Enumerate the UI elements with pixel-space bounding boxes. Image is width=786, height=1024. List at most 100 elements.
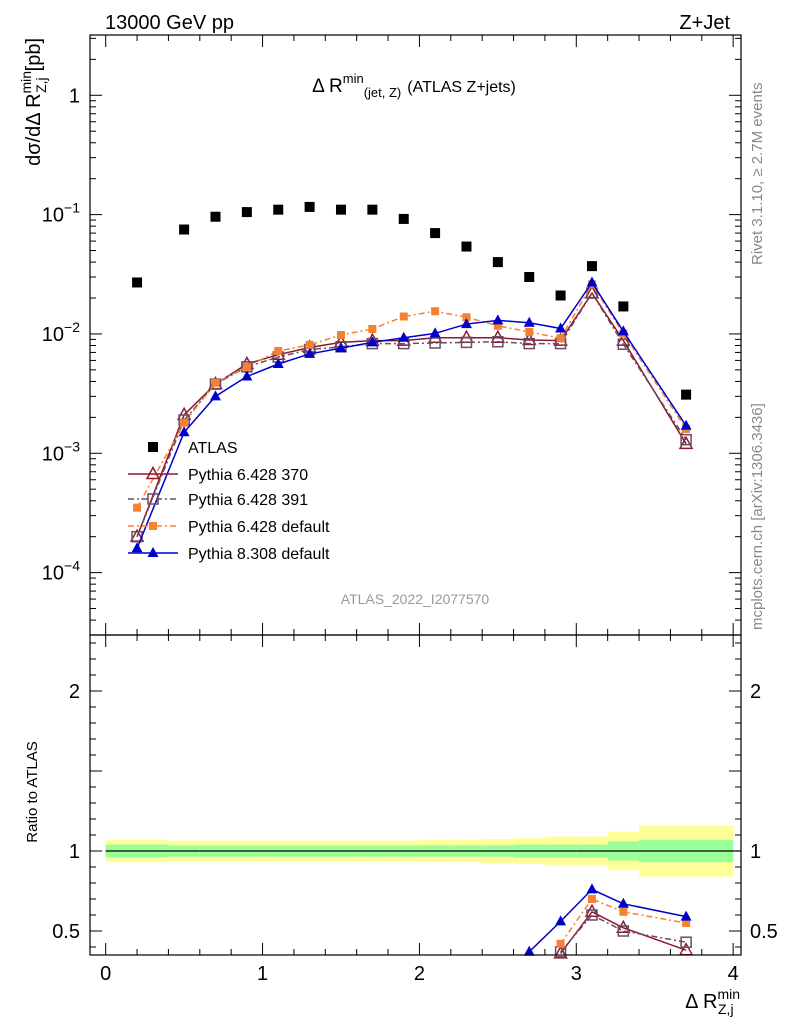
main-data-point [131, 542, 143, 553]
legend: ATLAS Pythia 6.428 370 Pythia 6.428 391 Pyt… [128, 440, 330, 563]
main-y-tick-label: 1 [69, 85, 80, 107]
legend-marker [148, 442, 158, 452]
header-energy-label: 13000 GeV pp [105, 12, 234, 34]
ratio-y-tick-label-left: 1 [69, 841, 80, 863]
ratio-data-point [619, 907, 628, 916]
xlabel-sup: min [717, 986, 740, 1002]
main-data-point [335, 204, 346, 215]
main-data-point [398, 213, 409, 224]
main-y-axis-label: dσ/dΔ RminZ,j [pb] [18, 38, 49, 166]
main-data-point [462, 313, 471, 322]
main-data-point [209, 390, 221, 401]
ratio-y-tick-label-left: 2 [69, 681, 80, 703]
ratio-data-point [555, 915, 567, 926]
main-data-point [304, 347, 316, 358]
main-data-point [241, 370, 253, 381]
main-data-point [617, 325, 629, 336]
ratio-data-point [682, 919, 691, 927]
xlabel-main: Δ R [685, 991, 717, 1013]
ratio-data-point [553, 945, 568, 959]
main-data-point [335, 342, 347, 353]
header-process-label: Z+Jet [679, 12, 730, 34]
main-data-point [273, 204, 284, 215]
legend-label: Pythia 6.428 370 [188, 467, 308, 484]
main-data-point [429, 327, 441, 338]
ratio-data-point [584, 903, 600, 918]
ratio-data-point [586, 883, 598, 894]
ratio-data-point [556, 939, 565, 948]
ratio-y-tick-label-right: 2 [750, 681, 761, 703]
main-y-tick-exp: −4 [64, 558, 80, 574]
main-data-point [210, 211, 221, 222]
ratio-data-point [586, 909, 598, 921]
main-data-point [132, 277, 143, 288]
side-mcplots-label: mcplots.cern.ch [arXiv:1306.3436] [749, 403, 766, 630]
main-panel: 110−110−210−310−4 Δ Rmin(jet, Z) (ATLAS Z… [18, 34, 742, 636]
ratio-data-point [617, 897, 629, 908]
ratio-y-axis-label: Ratio to ATLAS [24, 741, 41, 842]
title-sub: (jet, Z) [364, 85, 402, 100]
main-data-point [178, 426, 190, 437]
legend-marker [147, 547, 159, 557]
main-data-point [460, 336, 473, 349]
ratio-y-tick-label-left: 0.5 [52, 921, 80, 943]
main-data-point [492, 336, 504, 348]
ylabel-tail: [pb] [23, 38, 45, 71]
legend-marker [149, 522, 157, 530]
main-y-tick-label: 10−2 [42, 319, 80, 346]
main-y-tick-exp: −3 [64, 438, 80, 454]
ratio-data-point [523, 945, 535, 956]
main-data-point [274, 346, 283, 355]
main-plot-title: Δ Rmin(jet, Z) (ATLAS Z+jets) [312, 71, 516, 100]
main-y-tick-label: 10−3 [42, 438, 80, 465]
main-data-point [525, 327, 534, 336]
main-data-point [431, 307, 440, 316]
main-data-point [555, 290, 566, 301]
title-sup: min [343, 71, 364, 86]
x-tick-label: 0 [100, 963, 111, 985]
main-y-tick-label: 10−1 [42, 200, 80, 227]
main-data-point [133, 503, 142, 512]
main-y-tick-label: 10−4 [42, 558, 80, 585]
main-y-tick-base: 10 [42, 324, 64, 346]
main-data-point [366, 336, 378, 347]
ratio-data-point [617, 925, 630, 937]
main-data-point [680, 419, 692, 430]
main-data-point [336, 330, 345, 339]
xlabel-sub: Z,j [718, 1001, 734, 1017]
legend-label: ATLAS [188, 440, 238, 457]
ylabel-main: dσ/dΔ R [23, 93, 45, 165]
legend-label: Pythia 8.308 default [188, 546, 330, 563]
x-tick-label: 1 [257, 963, 268, 985]
main-data-point [586, 261, 597, 272]
main-data-point [429, 337, 441, 349]
main-data-point [492, 257, 503, 268]
legend-label: Pythia 6.428 default [188, 519, 330, 536]
main-y-tick-base: 10 [42, 443, 64, 465]
watermark: ATLAS_2022_I2077570 [341, 591, 490, 607]
main-data-point [367, 204, 378, 215]
legend-label: Pythia 6.428 391 [188, 492, 308, 509]
main-data-point [430, 228, 441, 239]
title-tail: (ATLAS Z+jets) [407, 79, 516, 96]
ratio-series-line [560, 914, 687, 953]
main-data-point [461, 241, 472, 252]
main-data-point [617, 338, 630, 350]
main-panel-frame [89, 34, 742, 636]
main-data-point [304, 201, 315, 212]
side-rivet-label: Rivet 3.1.10, ≥ 2.7M events [749, 83, 766, 266]
main-data-point [618, 301, 629, 312]
main-data-point [305, 340, 314, 349]
main-y-tick-exp: −2 [64, 319, 80, 335]
main-data-point [678, 435, 694, 450]
legend-marker [147, 493, 159, 505]
main-data-point [556, 334, 565, 343]
ratio-y-tick-label-right: 0.5 [750, 921, 778, 943]
ratio-data-point [616, 919, 631, 934]
main-data-point [211, 378, 220, 387]
ylabel-sub: Z,j [33, 77, 49, 93]
title-main: Δ R [312, 76, 343, 97]
ratio-panel-frame [89, 634, 742, 956]
main-data-point [524, 272, 535, 283]
